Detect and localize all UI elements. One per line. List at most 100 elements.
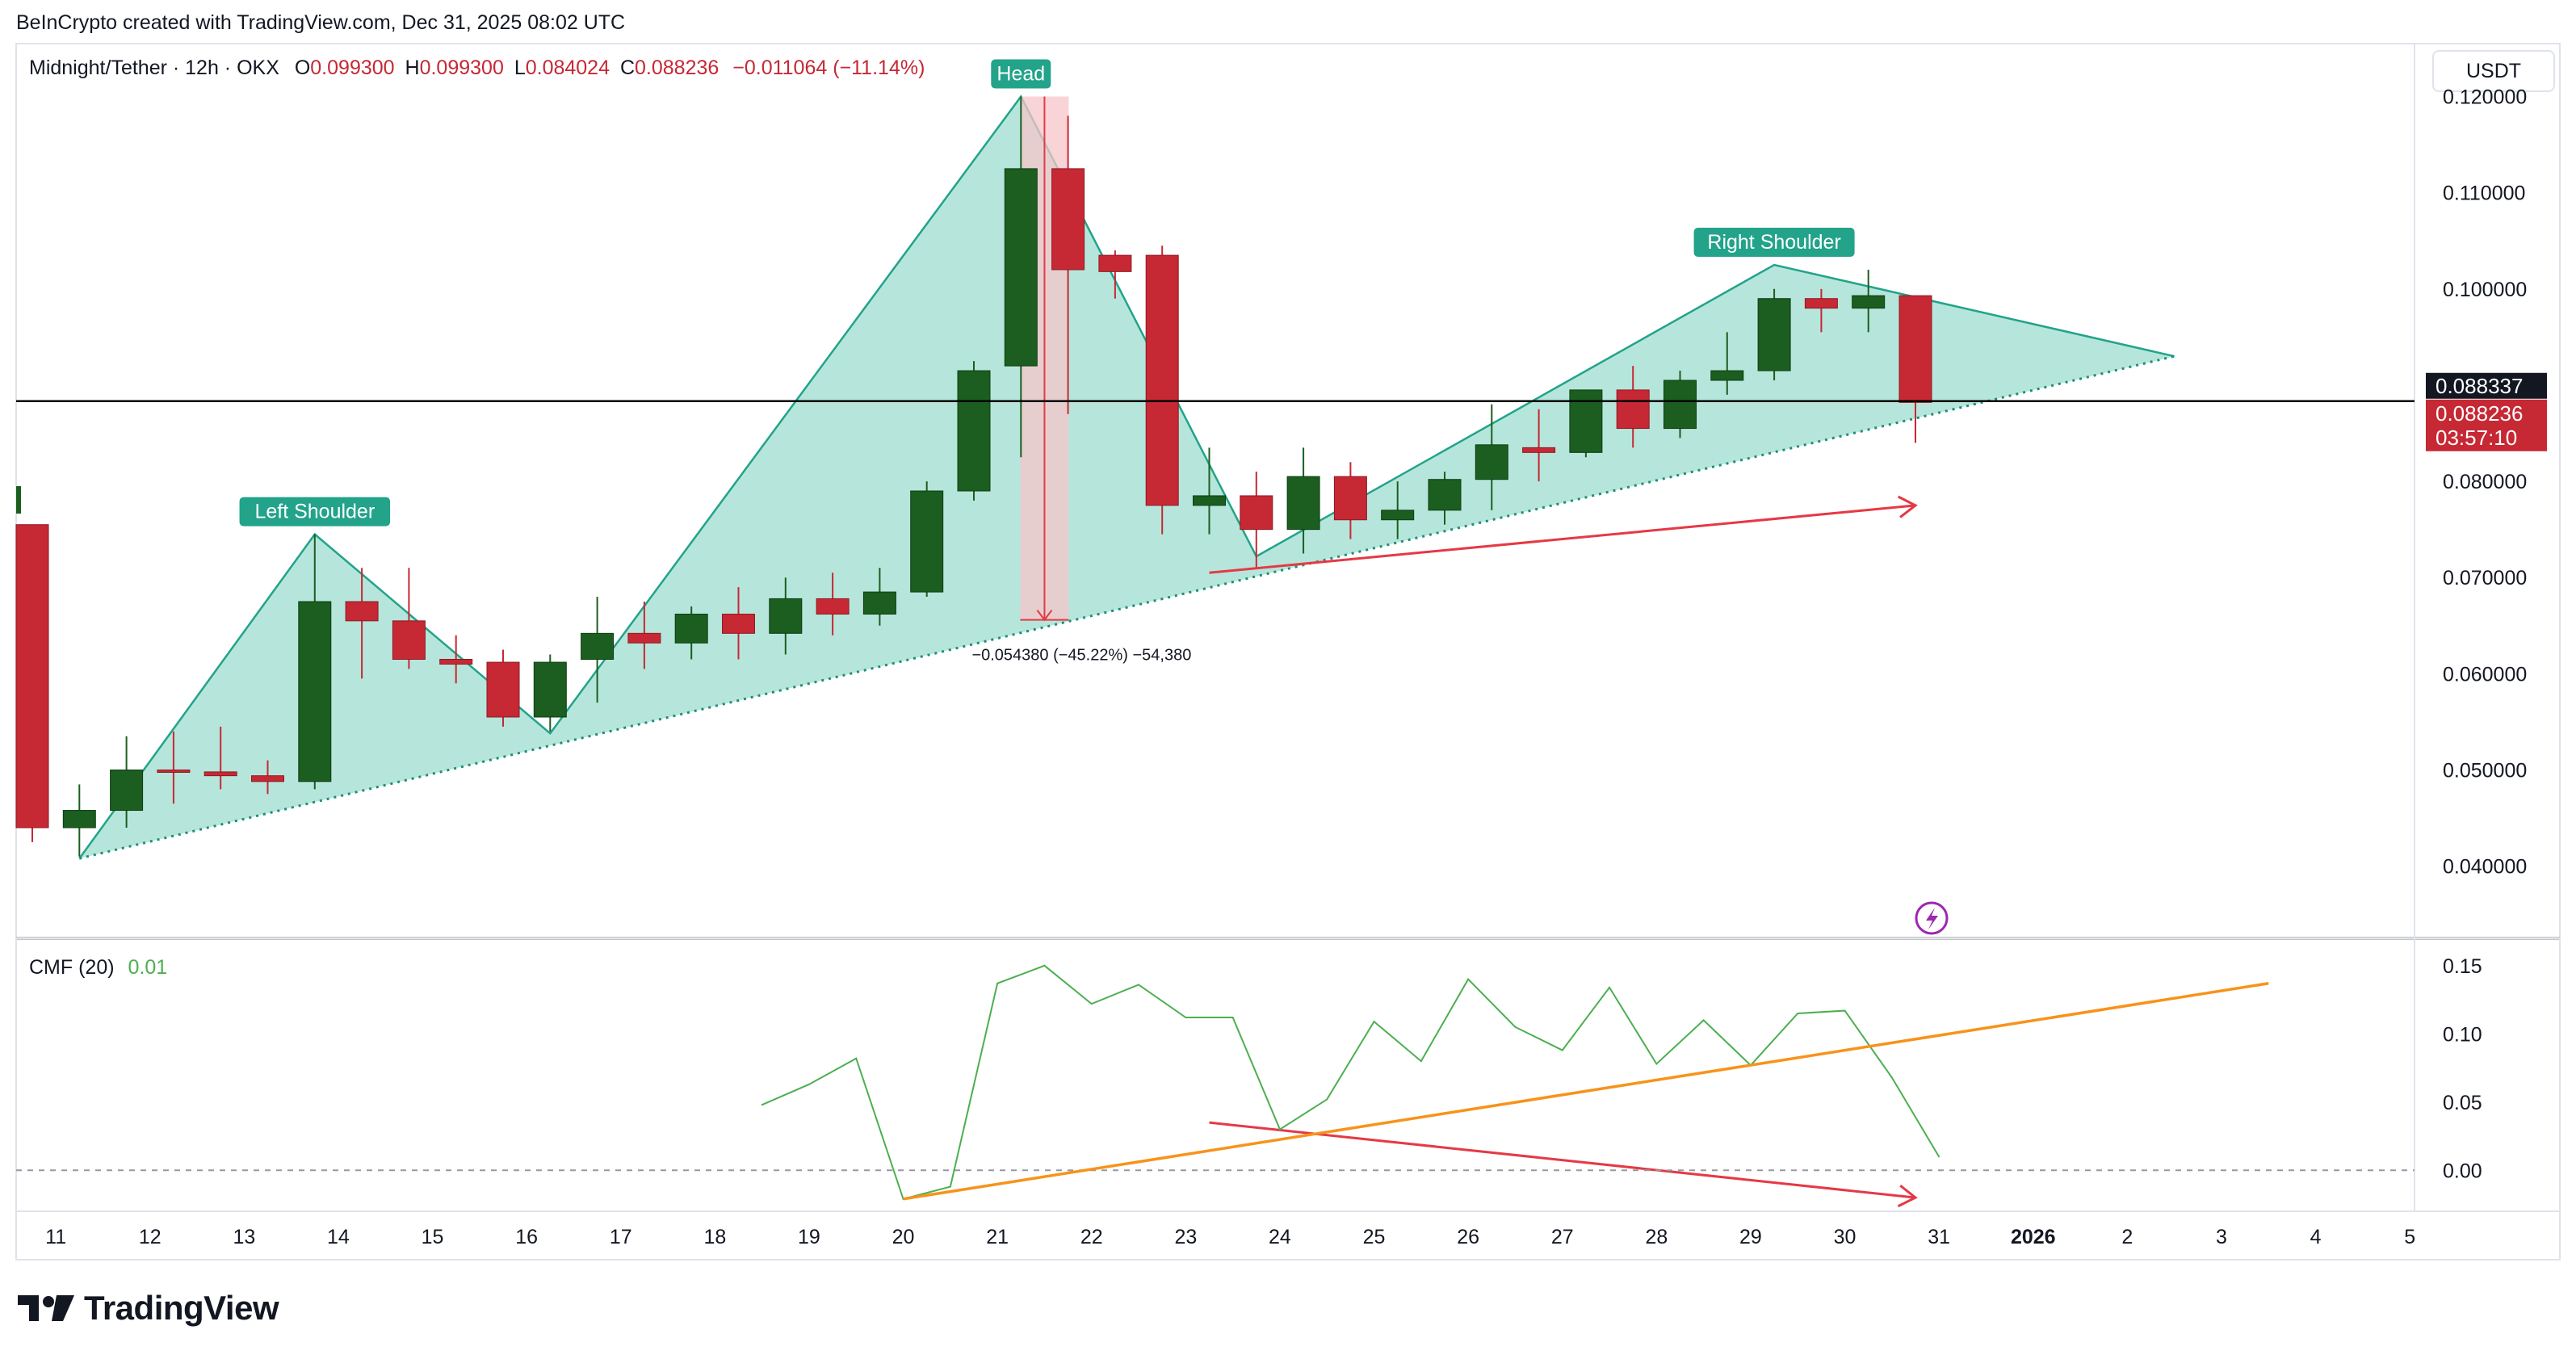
- candle[interactable]: [439, 635, 473, 684]
- candle[interactable]: [15, 524, 49, 842]
- candle[interactable]: [1193, 447, 1226, 535]
- candle[interactable]: [1286, 447, 1320, 554]
- candle-body: [1710, 370, 1744, 381]
- tradingview-logo[interactable]: TradingView: [18, 1289, 279, 1328]
- candle[interactable]: [1804, 288, 1838, 333]
- cmf-tick-label: 0.00: [2443, 1160, 2482, 1182]
- candle[interactable]: [345, 568, 379, 679]
- cmf-point: [1373, 1021, 1375, 1023]
- candle[interactable]: [1616, 366, 1650, 448]
- candle[interactable]: [862, 568, 896, 626]
- close-label: C: [619, 57, 636, 79]
- candle[interactable]: [1240, 472, 1273, 568]
- candle[interactable]: [157, 731, 191, 804]
- candle[interactable]: [581, 597, 615, 703]
- candle-body: [1145, 254, 1179, 506]
- time-tick-label: 12: [139, 1226, 162, 1248]
- time-tick-label: 17: [610, 1226, 632, 1248]
- candle[interactable]: [1522, 409, 1556, 482]
- pattern-tag[interactable]: Head: [991, 59, 1051, 89]
- cmf-title[interactable]: CMF (20): [29, 956, 115, 979]
- candle[interactable]: [62, 784, 96, 857]
- candle[interactable]: [1428, 472, 1462, 525]
- candle[interactable]: [1852, 269, 1886, 333]
- candle[interactable]: [1381, 481, 1415, 539]
- candle[interactable]: [1004, 96, 1038, 458]
- candle[interactable]: [722, 587, 755, 660]
- candle[interactable]: [1145, 245, 1179, 535]
- candle[interactable]: [674, 606, 708, 660]
- candle[interactable]: [1051, 115, 1085, 414]
- price-tick-label: 0.070000: [2443, 567, 2527, 589]
- time-tick-label: 4: [2310, 1226, 2322, 1248]
- candle[interactable]: [910, 481, 944, 598]
- time-tick-label: 22: [1080, 1226, 1103, 1248]
- candle-body: [298, 601, 332, 782]
- cmf-series-line[interactable]: [761, 964, 1940, 1200]
- open-label: O: [294, 57, 311, 79]
- candle[interactable]: [392, 568, 426, 669]
- candle[interactable]: [816, 573, 850, 636]
- candle-body: [722, 613, 755, 634]
- cmf-point: [1844, 1009, 1846, 1012]
- candle[interactable]: [533, 654, 567, 732]
- price-line-label-bg: [2426, 372, 2547, 399]
- cmf-point: [1467, 978, 1470, 980]
- candle[interactable]: [1333, 462, 1367, 539]
- symbol-title[interactable]: Midnight/Tether · 12h · OKX: [29, 57, 279, 79]
- candle[interactable]: [1898, 295, 1932, 443]
- cmf-point: [1231, 1017, 1234, 1019]
- candle[interactable]: [769, 577, 803, 655]
- candle[interactable]: [957, 361, 991, 501]
- candle[interactable]: [1569, 389, 1603, 458]
- candle-body: [910, 490, 944, 593]
- cmf-trendline[interactable]: [903, 982, 2269, 1201]
- open-value: 0.099300: [310, 57, 395, 79]
- candle[interactable]: [251, 760, 284, 795]
- cmf-point: [855, 1057, 858, 1059]
- candle-body: [1240, 495, 1273, 531]
- pattern-tag[interactable]: Right Shoulder: [1693, 228, 1855, 258]
- candle-body: [1757, 298, 1791, 371]
- candle-body: [533, 661, 567, 718]
- cmf-point: [808, 1083, 810, 1085]
- candle-body: [1098, 254, 1132, 272]
- candle[interactable]: [1710, 332, 1744, 395]
- candle-body: [1898, 295, 1932, 403]
- pattern-tag-bg: [991, 59, 1051, 89]
- neckline-dotted[interactable]: [78, 354, 2175, 860]
- time-tick-label: 27: [1551, 1226, 1574, 1248]
- time-tick-label: 31: [1928, 1226, 1950, 1248]
- cmf-legend: CMF (20) 0.01: [29, 956, 167, 980]
- price-tick-label: 0.040000: [2443, 856, 2527, 879]
- candle[interactable]: [203, 726, 237, 790]
- price-up-arrow[interactable]: [1209, 495, 1918, 574]
- candle[interactable]: [1663, 371, 1697, 438]
- close-label-bg: [2426, 399, 2547, 451]
- cmf-down-arrow[interactable]: [1209, 1121, 1918, 1208]
- cmf-point: [1797, 1012, 1799, 1014]
- candle[interactable]: [1098, 250, 1132, 299]
- candle[interactable]: [1757, 288, 1791, 380]
- candle-body: [769, 598, 803, 634]
- low-value: 0.084024: [525, 57, 610, 79]
- tradingview-mark-icon: [18, 1295, 74, 1321]
- pattern-fill: [79, 96, 2175, 859]
- candle-body: [816, 598, 850, 615]
- candle[interactable]: [298, 534, 332, 790]
- candle[interactable]: [1475, 404, 1508, 510]
- candle-body: [1286, 476, 1320, 531]
- cmf-point: [1326, 1098, 1328, 1101]
- candle[interactable]: [110, 736, 144, 828]
- candle[interactable]: [486, 649, 520, 727]
- price-tick-label: 0.080000: [2443, 471, 2527, 493]
- candle-body: [1804, 298, 1838, 309]
- pattern-tag[interactable]: Left Shoulder: [239, 497, 391, 526]
- lightning-icon[interactable]: [1915, 901, 1949, 935]
- candle[interactable]: [627, 602, 661, 669]
- candle-body: [1569, 389, 1603, 453]
- indicator-pane-border: [15, 938, 2561, 1261]
- candle-body: [486, 661, 520, 718]
- currency-button[interactable]: USDT: [2432, 50, 2555, 92]
